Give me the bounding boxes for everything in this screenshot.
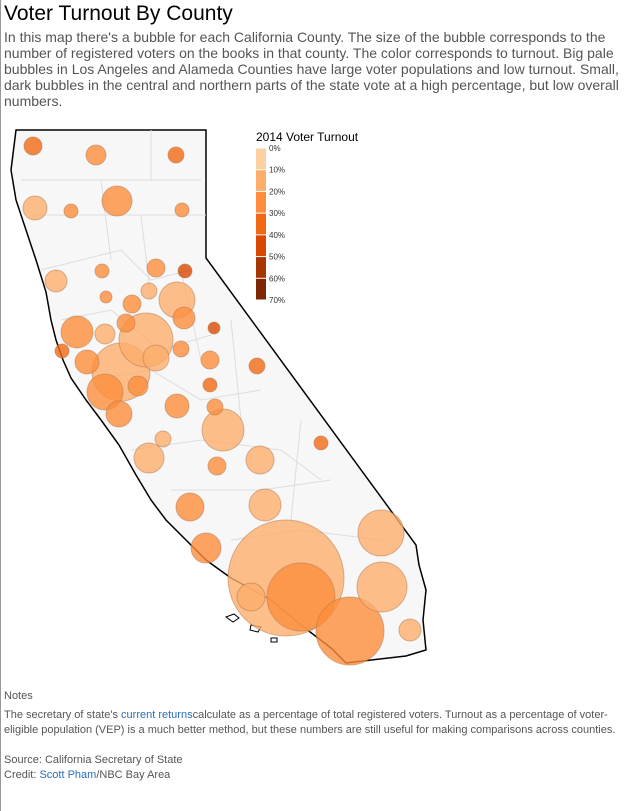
county-bubble [142, 344, 170, 372]
county-bubble [202, 377, 218, 393]
county-bubble [146, 258, 166, 278]
credit: Credit: Scott Pham/NBC Bay Area [4, 768, 624, 783]
county-bubble [172, 340, 190, 358]
legend-tick-label: 10% [269, 166, 285, 175]
notes-heading: Notes [4, 690, 33, 702]
county-bubble [175, 492, 205, 522]
legend-tick-label: 0% [269, 144, 281, 153]
map: 2014 Voter Turnout 0% 10% 20% 30% 40% 50% 60% 7… [10, 129, 427, 666]
notes-link[interactable]: current returns [121, 709, 193, 721]
legend-swatch [256, 234, 266, 257]
legend: 0% 10% 20% 30% 40% 50% 60% 70% [256, 144, 285, 305]
notes-body: The secretary of state's current returns… [4, 708, 624, 738]
county-bubble [101, 185, 133, 217]
county-bubble [167, 146, 185, 164]
county-bubble [85, 144, 107, 166]
county-bubble [177, 263, 193, 279]
county-bubble [164, 393, 190, 419]
county-bubble [23, 136, 43, 156]
legend-swatch [256, 148, 266, 170]
county-bubble [74, 349, 100, 375]
legend-tick-label: 60% [269, 274, 285, 283]
county-bubble [266, 562, 336, 632]
county-bubble [207, 321, 221, 335]
legend-swatch [256, 256, 266, 279]
source: Source: California Secretary of State [4, 754, 183, 766]
notes-text: The secretary of state's [4, 709, 122, 721]
legend-swatch [256, 213, 266, 235]
county-bubble [122, 294, 142, 314]
county-bubble [116, 313, 136, 333]
county-bubble [356, 561, 408, 613]
county-bubble [127, 375, 149, 397]
county-bubble [54, 343, 70, 359]
legend-swatch [256, 278, 266, 300]
page-title: Voter Turnout By County [4, 2, 233, 25]
notes: Notes The secretary of state's current r… [4, 689, 624, 783]
county-bubble [190, 532, 222, 564]
county-bubble [105, 400, 133, 428]
county-bubble [206, 398, 224, 416]
county-bubble [63, 203, 79, 219]
county-bubble [22, 195, 48, 221]
county-bubble [154, 430, 172, 448]
bubble-layer [22, 136, 422, 666]
legend-tick-label: 20% [269, 187, 285, 196]
county-bubble [44, 269, 68, 293]
county-bubble [140, 282, 158, 300]
notes-text: calculate as a percentage of total regis… [4, 709, 616, 736]
legend-tick-label: 50% [269, 253, 285, 262]
county-bubble [245, 445, 275, 475]
county-bubble [94, 323, 116, 345]
legend-swatch [256, 169, 266, 192]
county-bubble [248, 357, 266, 375]
credit-org: /NBC Bay Area [96, 769, 171, 781]
intro: In this map there's a bubble for each Ca… [4, 29, 619, 109]
credit-label: Credit: [4, 769, 40, 781]
county-bubble [313, 435, 329, 451]
county-bubble [357, 509, 405, 557]
legend-title: 2014 Voter Turnout [256, 130, 359, 144]
county-bubble [207, 456, 227, 476]
county-bubble [60, 315, 94, 349]
credit-link[interactable]: Scott Pham [39, 769, 97, 781]
county-bubble [172, 306, 196, 330]
county-bubble [236, 582, 266, 612]
county-bubble [99, 290, 113, 304]
legend-tick-label: 70% [269, 296, 285, 305]
legend-swatch [256, 191, 266, 214]
county-bubble [94, 263, 110, 279]
county-bubble [133, 442, 165, 474]
county-bubble [200, 350, 220, 370]
county-bubble [86, 373, 124, 411]
legend-tick-label: 40% [269, 231, 285, 240]
county-bubble [315, 596, 385, 666]
county-bubble [248, 488, 282, 522]
county-bubble [398, 618, 422, 642]
county-bubble [201, 408, 245, 452]
state-outline [10, 129, 427, 664]
legend-tick-label: 30% [269, 209, 285, 218]
county-bubble [174, 202, 190, 218]
